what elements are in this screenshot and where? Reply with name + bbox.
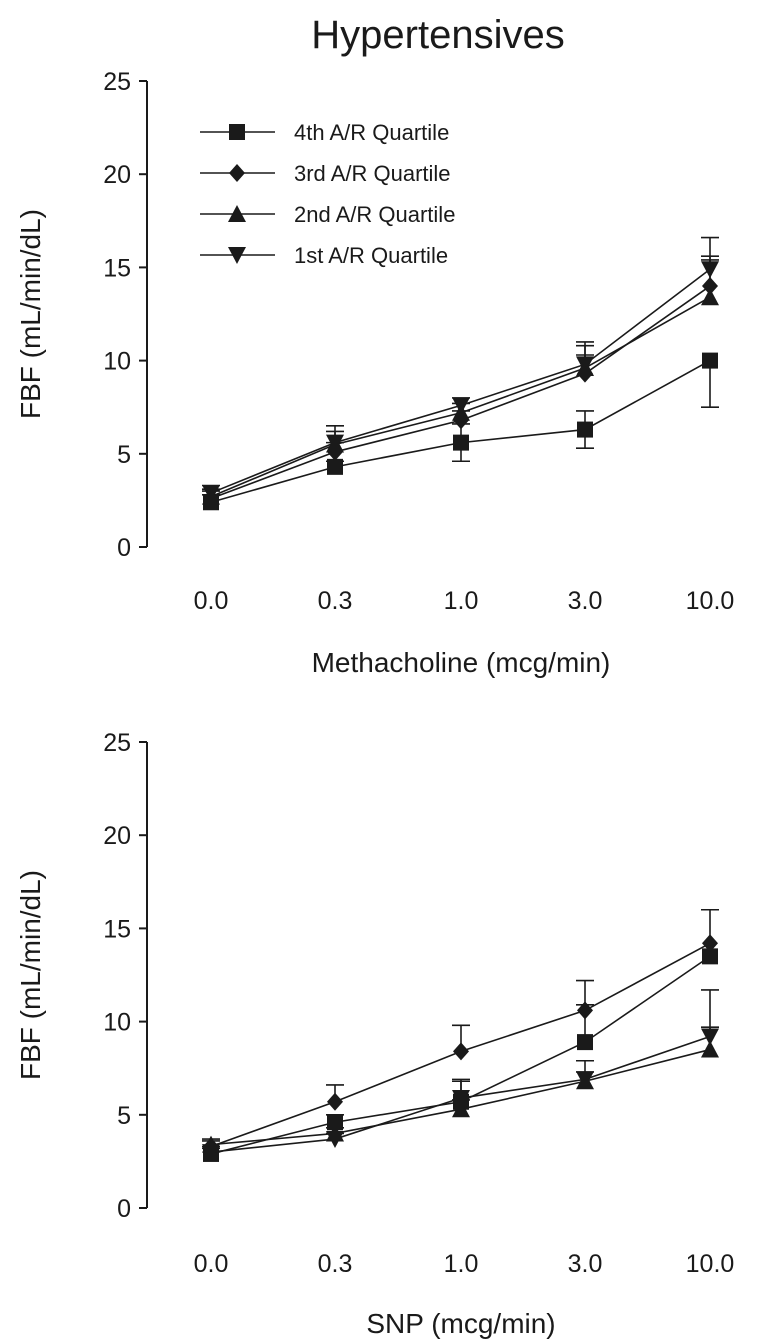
y-tick-label: 5 (117, 1102, 131, 1130)
legend-marker (229, 124, 245, 140)
data-point (702, 352, 718, 369)
data-point (452, 397, 470, 415)
data-point (327, 1092, 343, 1111)
data-point (577, 1001, 593, 1020)
y-axis-label: FBF (mL/min/dL) (15, 209, 46, 419)
legend-entry: 4th A/R Quartile (200, 120, 449, 145)
series-diamond (202, 908, 719, 1156)
data-point (701, 288, 719, 306)
data-point (701, 1040, 719, 1058)
y-tick-label: 0 (117, 1195, 131, 1223)
x-tick-label: 3.0 (568, 1250, 603, 1278)
legend-entry: 1st A/R Quartile (200, 243, 448, 268)
x-axis-label: Methacholine (mcg/min) (312, 647, 611, 678)
data-point (577, 421, 593, 438)
data-point (326, 1131, 344, 1149)
series-square (202, 352, 719, 511)
x-tick-label: 1.0 (444, 1250, 479, 1278)
x-tick-label: 0.3 (318, 1250, 353, 1278)
data-point (452, 1090, 470, 1108)
x-tick-label: 0.0 (194, 587, 229, 615)
y-tick-label: 20 (103, 161, 131, 189)
y-tick-label: 10 (103, 348, 131, 376)
data-point (702, 934, 718, 953)
legend-entry: 3rd A/R Quartile (200, 161, 451, 186)
legend-marker (229, 164, 245, 182)
y-tick-label: 10 (103, 1009, 131, 1037)
y-tick-label: 25 (103, 68, 131, 96)
legend-label: 1st A/R Quartile (294, 243, 448, 268)
series-triangle-down (202, 989, 719, 1162)
panel-methacholine: 0 5 10 15 20 25 0.0 0.3 1.0 3.0 10.0 Methacholine (… (15, 68, 734, 678)
x-tick-label: 0.0 (194, 1250, 229, 1278)
data-point (453, 1042, 469, 1061)
data-point (326, 434, 344, 452)
y-tick-label: 15 (103, 915, 131, 943)
data-point (452, 1100, 470, 1118)
legend-label: 3rd A/R Quartile (294, 161, 451, 186)
series-diamond (202, 255, 719, 508)
x-tick-label: 0.3 (318, 587, 353, 615)
series-line (210, 285, 711, 500)
y-tick-label: 25 (103, 729, 131, 757)
x-tick-label: 10.0 (686, 1250, 735, 1278)
y-tick-label: 15 (103, 254, 131, 282)
series-triangle-down (202, 236, 719, 502)
data-point (327, 1114, 343, 1131)
legend-marker (228, 247, 246, 264)
x-tick-label: 3.0 (568, 587, 603, 615)
data-point (701, 1028, 719, 1046)
data-point (327, 458, 343, 475)
legend: 4th A/R Quartile 3rd A/R Quartile 2nd A/R … (200, 120, 455, 268)
legend-label: 4th A/R Quartile (294, 120, 449, 145)
data-point (701, 261, 719, 279)
data-point (576, 356, 594, 374)
legend-label: 2nd A/R Quartile (294, 202, 455, 227)
data-point (702, 948, 718, 965)
data-point (577, 1034, 593, 1051)
y-axis-label: FBF (mL/min/dL) (15, 870, 46, 1080)
panel-snp: 0 5 10 15 20 25 0.0 0.3 1.0 3.0 10.0 SNP (mcg/min) F… (15, 729, 734, 1339)
y-tick-label: 20 (103, 822, 131, 850)
data-point (453, 434, 469, 451)
data-point (202, 1144, 220, 1162)
legend-marker (228, 205, 246, 222)
y-tick-label: 0 (117, 534, 131, 562)
data-point (576, 1071, 594, 1089)
x-tick-label: 1.0 (444, 587, 479, 615)
figure-title: Hypertensives (311, 13, 564, 57)
data-point (202, 484, 220, 502)
x-tick-label: 10.0 (686, 587, 735, 615)
x-axis-label: SNP (mcg/min) (366, 1308, 555, 1339)
series-triangle-up (202, 259, 719, 505)
y-tick-label: 5 (117, 441, 131, 469)
legend-entry: 2nd A/R Quartile (200, 202, 455, 227)
